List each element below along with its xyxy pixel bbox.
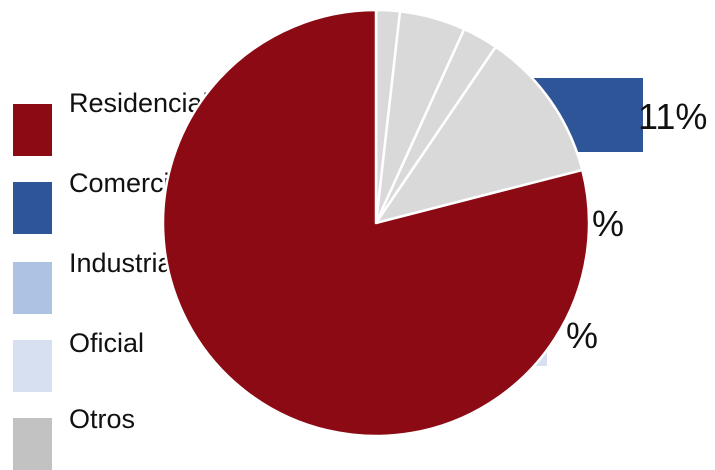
legend-label-residencial: Residencial [69, 88, 209, 118]
legend-label-industrial: Industrial [69, 248, 179, 278]
pie-slice-4 [374, 45, 584, 225]
legend-swatch-residencial [13, 104, 52, 156]
pie-slice-5 [161, 8, 591, 438]
legend-label-oficial: Oficial [69, 328, 145, 358]
legend-swatch-comercial [13, 182, 52, 234]
bar-label-oficial: % [566, 315, 599, 356]
bar-label-industrial: % [592, 203, 625, 244]
legend-swatch-oficial [13, 340, 52, 392]
pie-slices [161, 8, 591, 438]
bar-label-comercial: 11% [638, 96, 708, 137]
legend-swatch-otros [13, 418, 52, 470]
legend-swatch-industrial [13, 262, 52, 314]
legend-label-otros: Otros [69, 404, 136, 434]
